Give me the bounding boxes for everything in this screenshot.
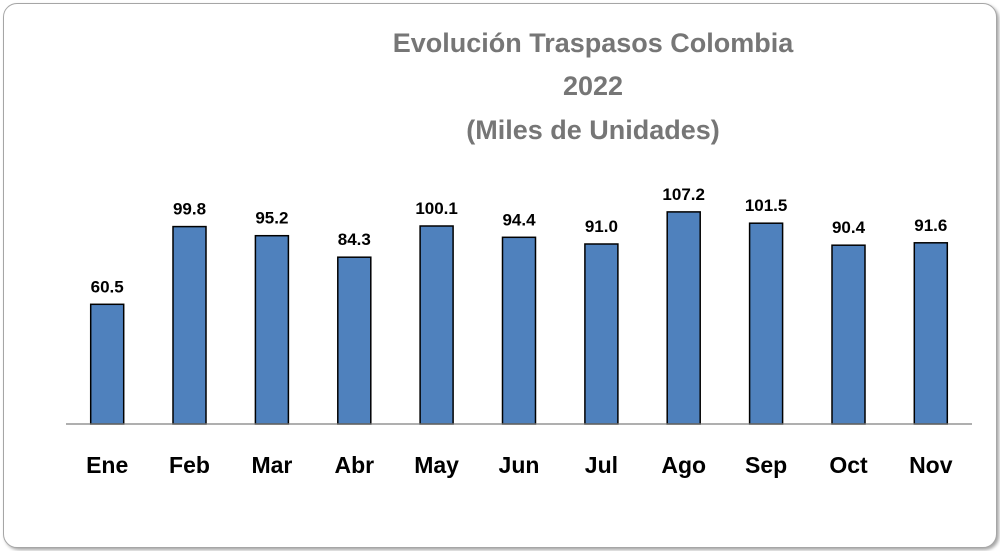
data-label-abr: 84.3 (338, 230, 371, 249)
data-label-nov: 91.6 (914, 216, 947, 235)
x-tick-label-ene: Ene (86, 452, 128, 478)
chart-title-line-1: Evolución Traspasos Colombia (393, 28, 795, 58)
x-tick-label-jun: Jun (499, 452, 540, 478)
bar-mar (254, 234, 290, 425)
x-tick-label-mar: Mar (251, 452, 292, 478)
bar-may (419, 225, 454, 425)
bar-ago (666, 211, 701, 425)
bar-nov (913, 242, 949, 425)
x-tick-label-jul: Jul (585, 452, 618, 478)
bars-group (89, 211, 949, 425)
bar-sep (748, 222, 784, 425)
chart-title-line-3: (Miles de Unidades) (466, 115, 720, 145)
bar-jul (584, 243, 619, 425)
bar-feb (172, 225, 207, 425)
x-tick-label-ago: Ago (661, 452, 706, 478)
data-label-jun: 94.4 (502, 210, 536, 229)
x-tick-label-abr: Abr (334, 452, 374, 478)
x-axis-labels-group: Ene Feb Mar Abr May Jun Jul Ago Sep Oct Nov (86, 452, 953, 478)
data-label-oct: 90.4 (832, 218, 866, 237)
bar-abr (337, 256, 372, 425)
data-labels-group: 60.5 99.8 95.2 84.3 100.1 94.4 91.0 107.2 101.5 9… (91, 185, 948, 296)
data-label-jul: 91.0 (585, 217, 618, 236)
data-label-may: 100.1 (415, 199, 458, 218)
chart-title-line-2: 2022 (563, 71, 623, 101)
data-label-mar: 95.2 (255, 209, 288, 228)
bar-oct (831, 244, 866, 425)
data-label-ago: 107.2 (662, 185, 705, 204)
x-tick-label-nov: Nov (909, 452, 953, 478)
x-tick-label-feb: Feb (169, 452, 210, 478)
x-tick-label-may: May (414, 452, 459, 478)
data-label-feb: 99.8 (173, 200, 206, 219)
bar-jun (501, 236, 537, 425)
bar-ene (89, 303, 125, 425)
data-label-ene: 60.5 (91, 277, 124, 296)
data-label-sep: 101.5 (745, 196, 788, 215)
x-tick-label-sep: Sep (745, 452, 787, 478)
x-tick-label-oct: Oct (829, 452, 868, 478)
